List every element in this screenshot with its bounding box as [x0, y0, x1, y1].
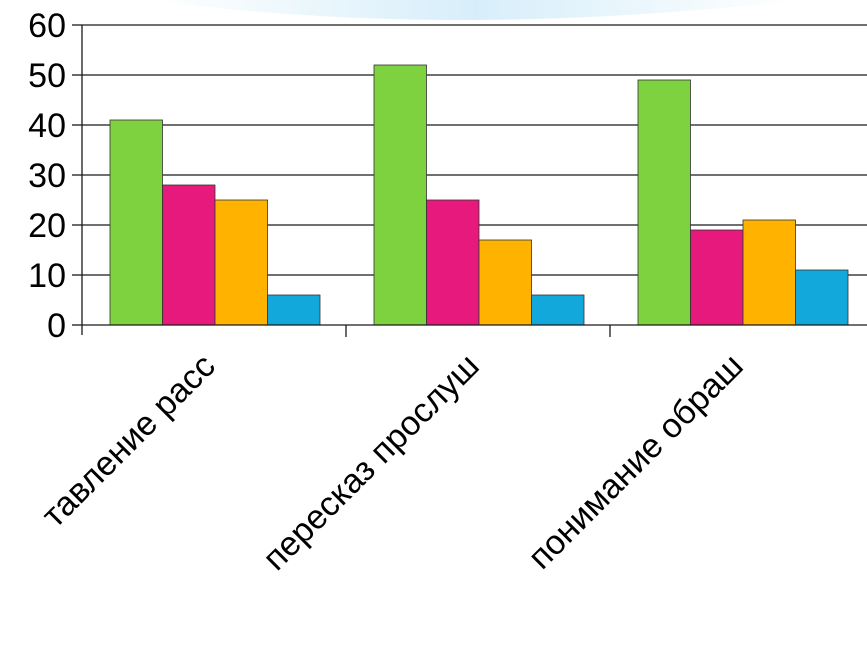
bar	[109, 119, 163, 326]
y-tick-label: 50	[28, 57, 66, 95]
y-tick-label: 60	[28, 7, 66, 45]
y-tick-labels: 0 10 20 30 40 50 60	[28, 7, 66, 345]
y-tick-label: 20	[28, 207, 66, 245]
bars	[109, 64, 849, 326]
y-tick-label: 40	[28, 107, 66, 145]
bar	[531, 294, 585, 326]
bar	[214, 199, 268, 326]
bar	[426, 199, 480, 326]
y-tick-label: 10	[28, 257, 66, 295]
axes	[72, 24, 867, 337]
x-category-labels: тавление расс пересказ прослуш понимание о…	[35, 347, 751, 578]
x-category-label: понимание обраш	[521, 347, 751, 577]
bar	[373, 64, 427, 326]
bar	[690, 229, 744, 326]
decorative-header-arc	[150, 0, 800, 20]
x-category-label: пересказ прослуш	[256, 347, 487, 578]
x-category-label: тавление расс	[35, 347, 223, 535]
bar	[637, 79, 691, 326]
y-tick-label: 30	[28, 157, 66, 195]
y-tick-label: 0	[47, 307, 66, 345]
bar	[478, 239, 532, 326]
bar	[795, 269, 849, 326]
bar	[162, 184, 216, 326]
bar	[267, 294, 321, 326]
bar	[742, 219, 796, 326]
